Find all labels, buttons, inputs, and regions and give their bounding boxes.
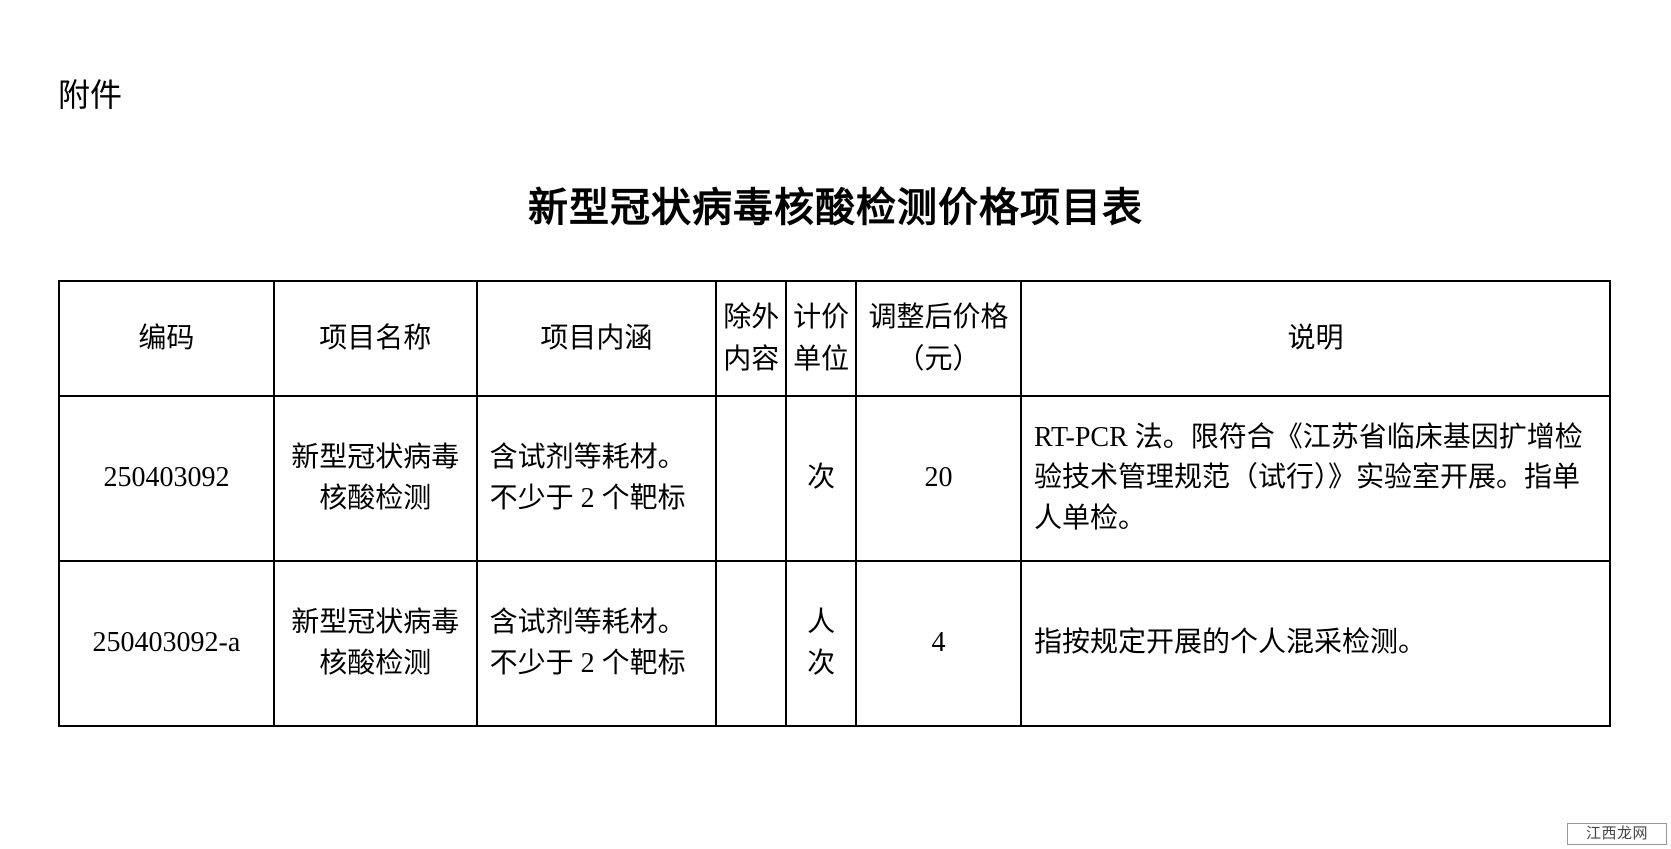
col-header-note: 说明 — [1021, 281, 1610, 396]
table-row: 250403092 新型冠状病毒核酸检测 含试剂等耗材。不少于 2 个靶标 次 … — [59, 396, 1610, 561]
cell-price: 20 — [856, 396, 1021, 561]
page-title: 新型冠状病毒核酸检测价格项目表 — [0, 175, 1671, 233]
cell-name: 新型冠状病毒核酸检测 — [274, 396, 477, 561]
cell-exclude — [716, 396, 786, 561]
price-table: 编码 项目名称 项目内涵 除外内容 计价单位 调整后价格（元） 说明 25040… — [58, 280, 1611, 727]
attachment-label: 附件 — [58, 70, 122, 116]
table-row: 250403092-a 新型冠状病毒核酸检测 含试剂等耗材。不少于 2 个靶标 … — [59, 561, 1610, 726]
col-header-name: 项目名称 — [274, 281, 477, 396]
cell-price: 4 — [856, 561, 1021, 726]
col-header-unit: 计价单位 — [786, 281, 856, 396]
col-header-desc: 项目内涵 — [477, 281, 717, 396]
cell-desc: 含试剂等耗材。不少于 2 个靶标 — [477, 561, 717, 726]
cell-name: 新型冠状病毒核酸检测 — [274, 561, 477, 726]
cell-desc: 含试剂等耗材。不少于 2 个靶标 — [477, 396, 717, 561]
cell-exclude — [716, 561, 786, 726]
cell-note: RT-PCR 法。限符合《江苏省临床基因扩增检验技术管理规范（试行）》实验室开展… — [1021, 396, 1610, 561]
cell-note: 指按规定开展的个人混采检测。 — [1021, 561, 1610, 726]
watermark-label: 江西龙网 — [1567, 823, 1667, 845]
cell-code: 250403092 — [59, 396, 274, 561]
col-header-code: 编码 — [59, 281, 274, 396]
cell-unit: 人次 — [786, 561, 856, 726]
table-header-row: 编码 项目名称 项目内涵 除外内容 计价单位 调整后价格（元） 说明 — [59, 281, 1610, 396]
col-header-exclude: 除外内容 — [716, 281, 786, 396]
cell-code: 250403092-a — [59, 561, 274, 726]
col-header-price: 调整后价格（元） — [856, 281, 1021, 396]
cell-unit: 次 — [786, 396, 856, 561]
